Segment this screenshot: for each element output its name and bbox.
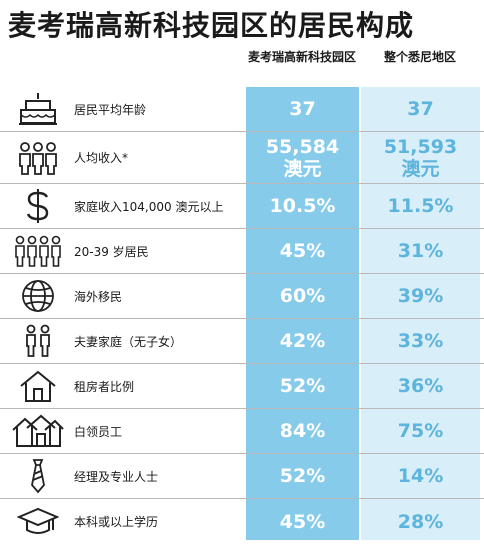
table-row-renters: 租房者比例 52% 36% xyxy=(0,364,484,409)
value-sydney: 14% xyxy=(397,465,444,487)
row-label: 白领员工 xyxy=(74,424,123,439)
value-macquarie: 52% xyxy=(279,465,326,487)
value-sydney: 37 xyxy=(407,98,434,120)
page-title: 麦考瑞高新科技园区的居民构成 xyxy=(8,9,415,42)
row-label: 本科或以上学历 xyxy=(74,515,159,529)
dollar-sign-icon xyxy=(12,184,64,228)
value-macquarie: 84% xyxy=(279,420,326,442)
value-sydney: 28% xyxy=(397,510,444,533)
value-macquarie: 42% xyxy=(279,330,326,352)
necktie-icon xyxy=(12,454,64,498)
value-macquarie: 37 xyxy=(289,98,316,120)
value-macquarie: 45% xyxy=(279,240,326,262)
value-macquarie: 45% xyxy=(279,510,326,533)
row-label: 居民平均年龄 xyxy=(74,102,147,117)
value-sydney: 36% xyxy=(397,375,444,397)
comparison-table: 居民平均年龄 37 37 人均收入* 55,584 澳元 51,593 澳元 xyxy=(0,87,484,544)
table-row-white-collar: 白领员工 84% 75% xyxy=(0,409,484,454)
row-label: 20-39 岁居民 xyxy=(74,244,149,259)
value-sydney: 39% xyxy=(397,285,444,307)
value-macquarie: 10.5% xyxy=(269,195,336,217)
globe-icon xyxy=(12,274,64,318)
row-label: 经理及专业人士 xyxy=(74,469,159,484)
value-sydney: 33% xyxy=(397,330,444,352)
value-sydney: 75% xyxy=(397,420,444,442)
value-sydney: 11.5% xyxy=(387,195,454,217)
table-row-immigrants: 海外移民 60% 39% xyxy=(0,274,484,319)
table-row-age-20-39: 20-39 岁居民 45% 31% xyxy=(0,229,484,274)
young-people-icon xyxy=(12,229,64,273)
table-row-income: 人均收入* 55,584 澳元 51,593 澳元 xyxy=(0,132,484,184)
row-label: 人均收入* xyxy=(74,151,129,165)
table-row-average-age: 居民平均年龄 37 37 xyxy=(0,87,484,132)
row-label: 租房者比例 xyxy=(74,379,135,394)
birthday-cake-icon xyxy=(12,87,64,131)
table-row-degree: 本科或以上学历 45% 28% xyxy=(0,499,484,544)
couple-icon xyxy=(12,319,64,363)
row-label: 夫妻家庭（无子女） xyxy=(74,334,183,349)
people-group-icon xyxy=(12,132,64,183)
house-icon xyxy=(12,364,64,408)
value-sydney: 31% xyxy=(397,240,444,262)
table-row-managers: 经理及专业人士 52% 14% xyxy=(0,454,484,499)
table-row-couples: 夫妻家庭（无子女） 42% 33% xyxy=(0,319,484,364)
table-row-household-income: 家庭收入104,000 澳元以上 10.5% 11.5% xyxy=(0,184,484,229)
houses-icon xyxy=(12,409,64,453)
row-label: 海外移民 xyxy=(74,289,123,304)
value-macquarie: 55,584 澳元 xyxy=(265,135,340,180)
row-label: 家庭收入104,000 澳元以上 xyxy=(74,199,224,214)
value-macquarie: 60% xyxy=(279,285,326,307)
column-a-background xyxy=(246,87,359,540)
value-sydney: 51,593 澳元 xyxy=(383,135,458,180)
graduation-cap-icon xyxy=(12,499,64,544)
value-macquarie: 52% xyxy=(279,375,326,397)
column-header-sydney: 整个悉尼地区 xyxy=(383,50,456,64)
column-b-background xyxy=(361,87,480,540)
column-header-macquarie: 麦考瑞高新科技园区 xyxy=(247,50,356,64)
